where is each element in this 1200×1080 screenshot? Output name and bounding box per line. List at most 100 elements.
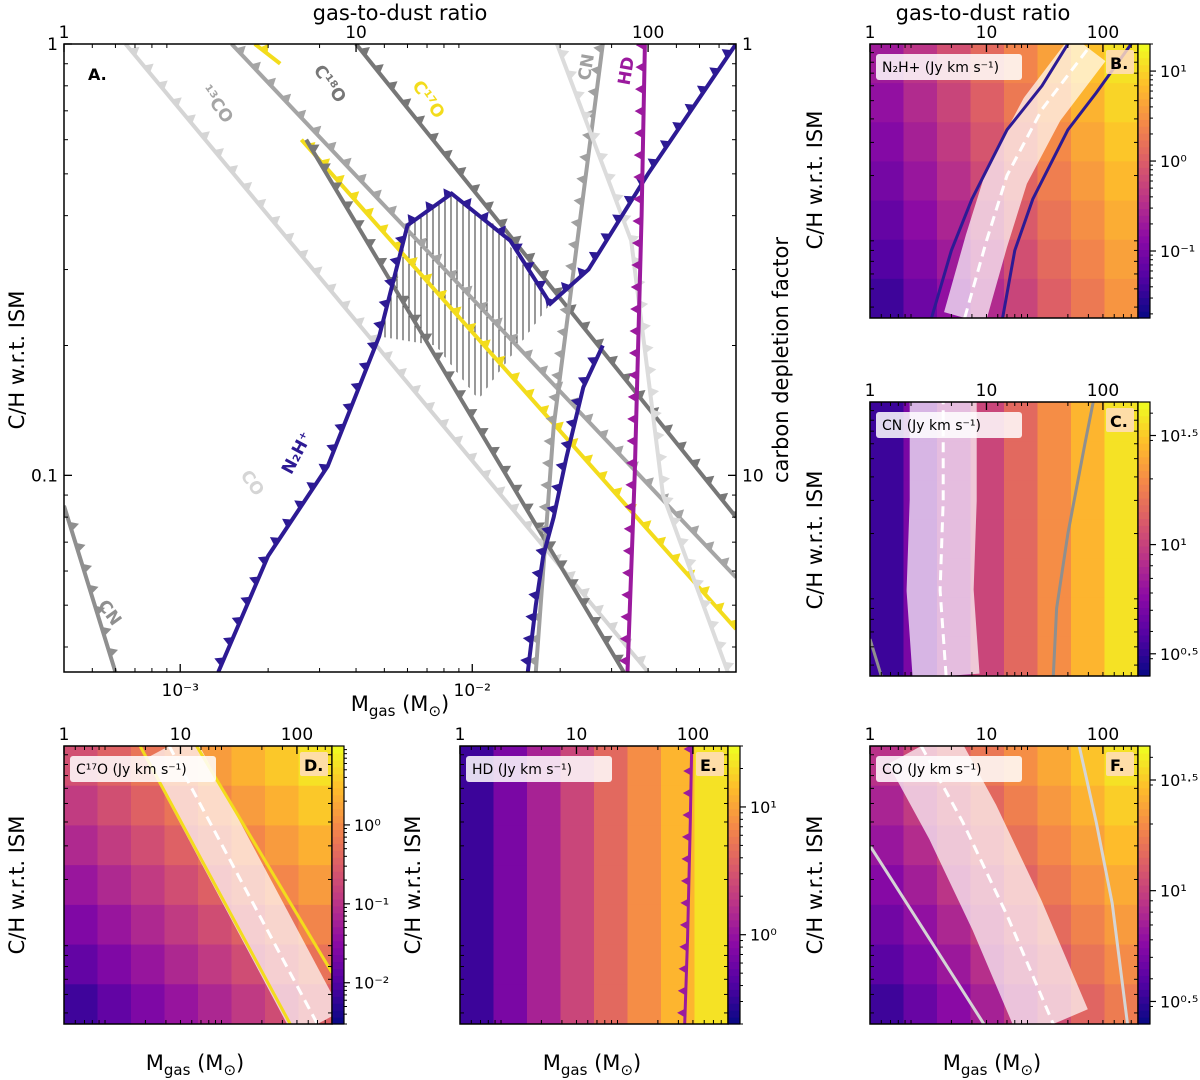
heatmap-cell xyxy=(97,825,132,866)
heatmap-cell xyxy=(560,944,595,985)
top-axis-title-b: gas-to-dust ratio xyxy=(896,1,1071,25)
barb-C17O xyxy=(612,487,623,498)
heatmap-cell xyxy=(1104,83,1138,123)
colorbar-segment xyxy=(332,885,344,893)
top-tick-label: 10 xyxy=(566,725,588,745)
barb-C18O-upper xyxy=(478,427,489,437)
contour-barb xyxy=(683,766,692,776)
barb-N2H+ xyxy=(350,382,361,392)
barb-CN-light xyxy=(660,474,671,485)
barb-C18O-upper xyxy=(557,560,568,570)
barb-CN-right xyxy=(543,436,553,447)
heatmap-cell xyxy=(198,904,233,946)
barb-CN-light xyxy=(566,70,578,80)
barb-HD xyxy=(628,348,639,359)
top-tick-label: 100 xyxy=(1087,381,1119,401)
barb-N2H+ xyxy=(647,158,658,168)
colorbar-segment xyxy=(728,815,740,824)
barb-CN xyxy=(88,584,99,595)
colorbar-segment xyxy=(1138,174,1150,182)
colorbar-segment xyxy=(1138,511,1150,520)
contour-barb xyxy=(682,810,691,820)
barb-N2H+ xyxy=(282,518,293,528)
barb-13CO xyxy=(674,509,685,520)
heatmap-cell xyxy=(64,944,99,985)
colorbar-segment xyxy=(728,996,740,1004)
barb-N2H+ xyxy=(709,67,720,77)
barb-N2H+ xyxy=(588,251,600,261)
heatmap-cell xyxy=(560,865,595,906)
barb-C17O xyxy=(509,372,520,382)
colorbar-segment xyxy=(728,905,740,914)
colorbar-segment xyxy=(728,919,740,928)
colorbar-segment xyxy=(332,773,344,782)
colorbar-segment xyxy=(1138,836,1150,844)
barb-CO xyxy=(593,604,604,615)
heatmap-cell xyxy=(627,746,662,787)
barb-C18O-upper xyxy=(579,597,591,607)
barb-N2H+ xyxy=(318,463,329,473)
curve-label-N2H+: N₂H⁺ xyxy=(278,429,317,478)
colorbar-segment xyxy=(332,989,344,997)
bottom-axis-title-a: Mgas (M⊙) xyxy=(351,692,449,720)
barb-C18O xyxy=(552,287,563,297)
colorbar-segment xyxy=(1138,919,1150,928)
barb-CO xyxy=(453,435,464,446)
barb-CN-right xyxy=(538,502,549,513)
curve-CN xyxy=(64,505,118,672)
colorbar-segment xyxy=(1138,477,1150,485)
colorbar-segment xyxy=(1138,961,1150,969)
colorbar-segment xyxy=(1138,628,1150,636)
heatmap-cell xyxy=(1037,746,1072,787)
colorbar-segment xyxy=(1138,44,1150,52)
barb-N2H+ xyxy=(373,320,384,331)
colorbar-tick-label: 10¹ xyxy=(1160,536,1187,555)
left-axis-title-b: C/H w.r.t. ISM xyxy=(803,111,827,250)
colorbar-segment xyxy=(1138,801,1150,810)
heatmap-cell xyxy=(527,944,562,985)
heatmap-cell xyxy=(594,984,629,1024)
barb-CN-light xyxy=(671,517,682,527)
colorbar-segment xyxy=(1138,181,1150,189)
panel-c: 1 10 100 CN (Jy km s⁻¹) C. 10¹·⁵ 10¹ 10⁰·⁵ xyxy=(865,381,1198,677)
heatmap-cell xyxy=(627,785,662,827)
colorbar-segment xyxy=(728,822,740,830)
colorbar-tick-label: 10⁰ xyxy=(354,816,381,835)
barb-C17O xyxy=(363,207,374,218)
barb-N2H+ xyxy=(407,214,417,225)
colorbar-segment xyxy=(1138,634,1150,643)
barb-13CO xyxy=(326,141,337,152)
barb-CN-light xyxy=(655,431,665,441)
heatmap-cell xyxy=(870,944,905,985)
colorbar-segment xyxy=(332,871,344,879)
heatmap-cell xyxy=(694,865,728,906)
colorbar-segment xyxy=(332,919,344,928)
barb-CN xyxy=(101,626,112,637)
barb-C18O-upper xyxy=(433,352,444,362)
barb-CO xyxy=(143,63,154,74)
heatmap-cell xyxy=(970,558,1005,599)
colorbar-segment xyxy=(1138,71,1150,79)
heatmap-cell xyxy=(594,865,629,906)
colorbar-segment xyxy=(728,1003,740,1011)
barb-CO xyxy=(340,300,351,310)
heatmap-cell xyxy=(460,785,495,827)
colorbar-segment xyxy=(728,801,740,810)
barb-HD xyxy=(635,84,645,95)
heatmap-cell xyxy=(1037,785,1072,827)
heatmap-cell xyxy=(1071,636,1106,676)
barb-13CO xyxy=(507,333,518,344)
heatmap-cell xyxy=(870,984,905,1024)
colorbar-segment xyxy=(1138,228,1150,237)
colorbar-segment xyxy=(332,1003,344,1011)
barb-N2H+ xyxy=(512,243,523,253)
heatmap-cell xyxy=(97,904,132,946)
barb-N2H+ xyxy=(623,195,635,205)
heatmap-cell xyxy=(298,785,332,827)
heatmap-cell xyxy=(560,904,595,946)
barb-CO xyxy=(509,503,520,513)
barb-C17O-upper xyxy=(259,44,269,54)
colorbar-segment xyxy=(332,878,344,886)
colorbar-segment xyxy=(332,752,344,761)
heatmap-cell xyxy=(97,984,132,1024)
